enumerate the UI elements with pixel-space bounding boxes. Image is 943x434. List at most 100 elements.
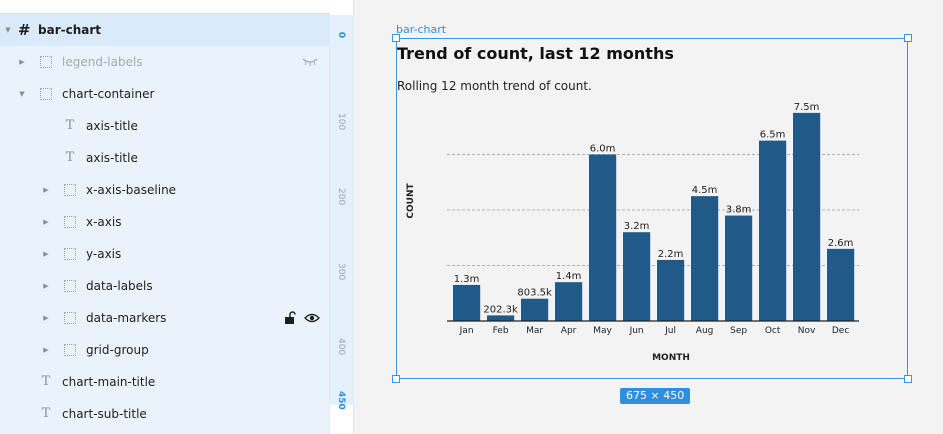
layer-label: x-axis	[86, 215, 122, 229]
ruler-tick-label: 450	[336, 391, 346, 410]
layer-label: chart-sub-title	[62, 407, 147, 421]
group-frame-icon	[64, 344, 76, 356]
layer-label: y-axis	[86, 247, 122, 261]
text-layer-icon: T	[65, 150, 75, 165]
data-label: 6.5m	[760, 130, 786, 141]
layer-row-x-axis-baseline[interactable]: ▶ x-axis-baseline	[0, 174, 330, 206]
ruler-tick-label: 100	[336, 113, 346, 131]
data-label: 6.0m	[590, 144, 616, 155]
text-layer-icon: T	[41, 374, 51, 389]
data-label: 202.3k	[483, 304, 518, 315]
bar-jun	[623, 232, 651, 321]
layer-label: data-labels	[86, 279, 153, 293]
bar-jul	[657, 259, 685, 321]
layer-row-grid-group[interactable]: ▶ grid-group	[0, 334, 330, 366]
bar-apr	[555, 282, 583, 321]
x-tick-label: Aug	[696, 326, 714, 336]
chevron-down-icon[interactable]: ▼	[5, 26, 11, 34]
chevron-right-icon[interactable]: ▶	[43, 314, 49, 322]
bar-mar	[521, 298, 549, 321]
layer-row-x-axis[interactable]: ▶ x-axis	[0, 206, 330, 238]
x-tick-label: Jul	[664, 326, 676, 336]
hidden-eye-icon[interactable]	[302, 56, 318, 66]
chevron-right-icon[interactable]: ▶	[43, 218, 49, 226]
bar-chart-frame[interactable]: 1.3m Jan 202.3k Feb 803.5k Mar 1.4m Apr 6.0m May 3…	[392, 34, 912, 383]
layer-label: axis-title	[86, 151, 138, 165]
group-frame-icon	[64, 216, 76, 228]
group-frame-icon	[64, 312, 76, 324]
design-canvas[interactable]: bar-chart 1.3m Jan 202.3k Feb 803.5k Mar 1.4m A…	[354, 0, 943, 434]
chevron-right-icon[interactable]: ▶	[43, 186, 49, 194]
layer-label: grid-group	[86, 343, 149, 357]
layer-row-y-axis[interactable]: ▶ y-axis	[0, 238, 330, 270]
frame-name-label[interactable]: bar-chart	[396, 23, 447, 36]
data-label: 2.2m	[658, 249, 684, 260]
x-tick-label: Jun	[629, 326, 644, 336]
layer-label: bar-chart	[38, 23, 101, 37]
frame-size-badge: 675 × 450	[620, 388, 691, 404]
data-label: 3.8m	[726, 205, 752, 216]
x-axis-title: MONTH	[652, 353, 690, 363]
resize-handle-top-right[interactable]	[904, 34, 912, 42]
bar-feb	[487, 315, 515, 321]
layer-row-data-markers[interactable]: ▶ data-markers	[0, 302, 330, 334]
bar-oct	[759, 140, 787, 321]
x-tick-label: Mar	[526, 326, 543, 336]
resize-handle-bottom-left[interactable]	[392, 375, 400, 383]
ruler-tick-label: 400	[336, 338, 346, 356]
chevron-right-icon[interactable]: ▶	[43, 282, 49, 290]
layer-label: legend-labels	[62, 55, 143, 69]
x-tick-label: Oct	[765, 326, 781, 336]
unlock-icon[interactable]	[284, 311, 296, 325]
bar-jan	[453, 284, 481, 321]
bar-sep	[725, 215, 753, 321]
bar-nov	[793, 112, 821, 321]
ruler-tick-label: 200	[336, 188, 346, 206]
layer-label: x-axis-baseline	[86, 183, 177, 197]
frame-hash-icon: #	[18, 21, 31, 39]
layer-row-chart-container[interactable]: ▼ chart-container	[0, 78, 330, 110]
group-frame-icon	[40, 88, 52, 100]
layer-label: chart-main-title	[62, 375, 156, 389]
data-label: 1.4m	[556, 271, 582, 282]
data-label: 1.3m	[454, 274, 480, 285]
layer-row-data-labels[interactable]: ▶ data-labels	[0, 270, 330, 302]
group-frame-icon	[64, 184, 76, 196]
x-tick-label: Jan	[459, 326, 474, 336]
text-layer-icon: T	[41, 406, 51, 421]
x-tick-label: Nov	[798, 326, 816, 336]
x-tick-label: May	[593, 326, 612, 336]
resize-handle-bottom-right[interactable]	[904, 375, 912, 383]
y-axis-title: COUNT	[406, 183, 416, 219]
chevron-right-icon[interactable]: ▶	[43, 250, 49, 258]
group-frame-icon	[40, 56, 52, 68]
vertical-ruler[interactable]: 0 100 200 300 400 450	[330, 0, 354, 434]
chart-plot: 1.3m Jan 202.3k Feb 803.5k Mar 1.4m Apr 6.0m May 3…	[406, 102, 859, 363]
data-label: 3.2m	[624, 221, 650, 232]
ruler-selection-highlight	[330, 15, 354, 405]
data-label: 4.5m	[692, 185, 718, 196]
ruler-tick-label: 300	[336, 263, 346, 281]
data-label: 803.5k	[517, 288, 552, 299]
chevron-right-icon[interactable]: ▶	[19, 58, 25, 66]
x-tick-label: Dec	[832, 326, 849, 336]
resize-handle-top-left[interactable]	[392, 34, 400, 42]
data-label: 7.5m	[794, 102, 820, 113]
layer-label: data-markers	[86, 311, 167, 325]
layer-row-bar-chart[interactable]: ▼ # bar-chart	[0, 14, 330, 46]
layer-label: chart-container	[62, 87, 155, 101]
eye-icon[interactable]	[304, 312, 320, 324]
ruler-tick-label: 0	[336, 31, 346, 39]
x-tick-label: Sep	[730, 326, 747, 336]
chevron-right-icon[interactable]: ▶	[43, 346, 49, 354]
x-tick-label: Feb	[493, 326, 509, 336]
layer-label: axis-title	[86, 119, 138, 133]
x-tick-label: Apr	[561, 326, 577, 336]
chevron-down-icon[interactable]: ▼	[19, 90, 25, 98]
layer-row-legend-labels[interactable]: ▶ legend-labels	[0, 46, 330, 78]
chart-sub-title: Rolling 12 month trend of count.	[397, 79, 592, 93]
